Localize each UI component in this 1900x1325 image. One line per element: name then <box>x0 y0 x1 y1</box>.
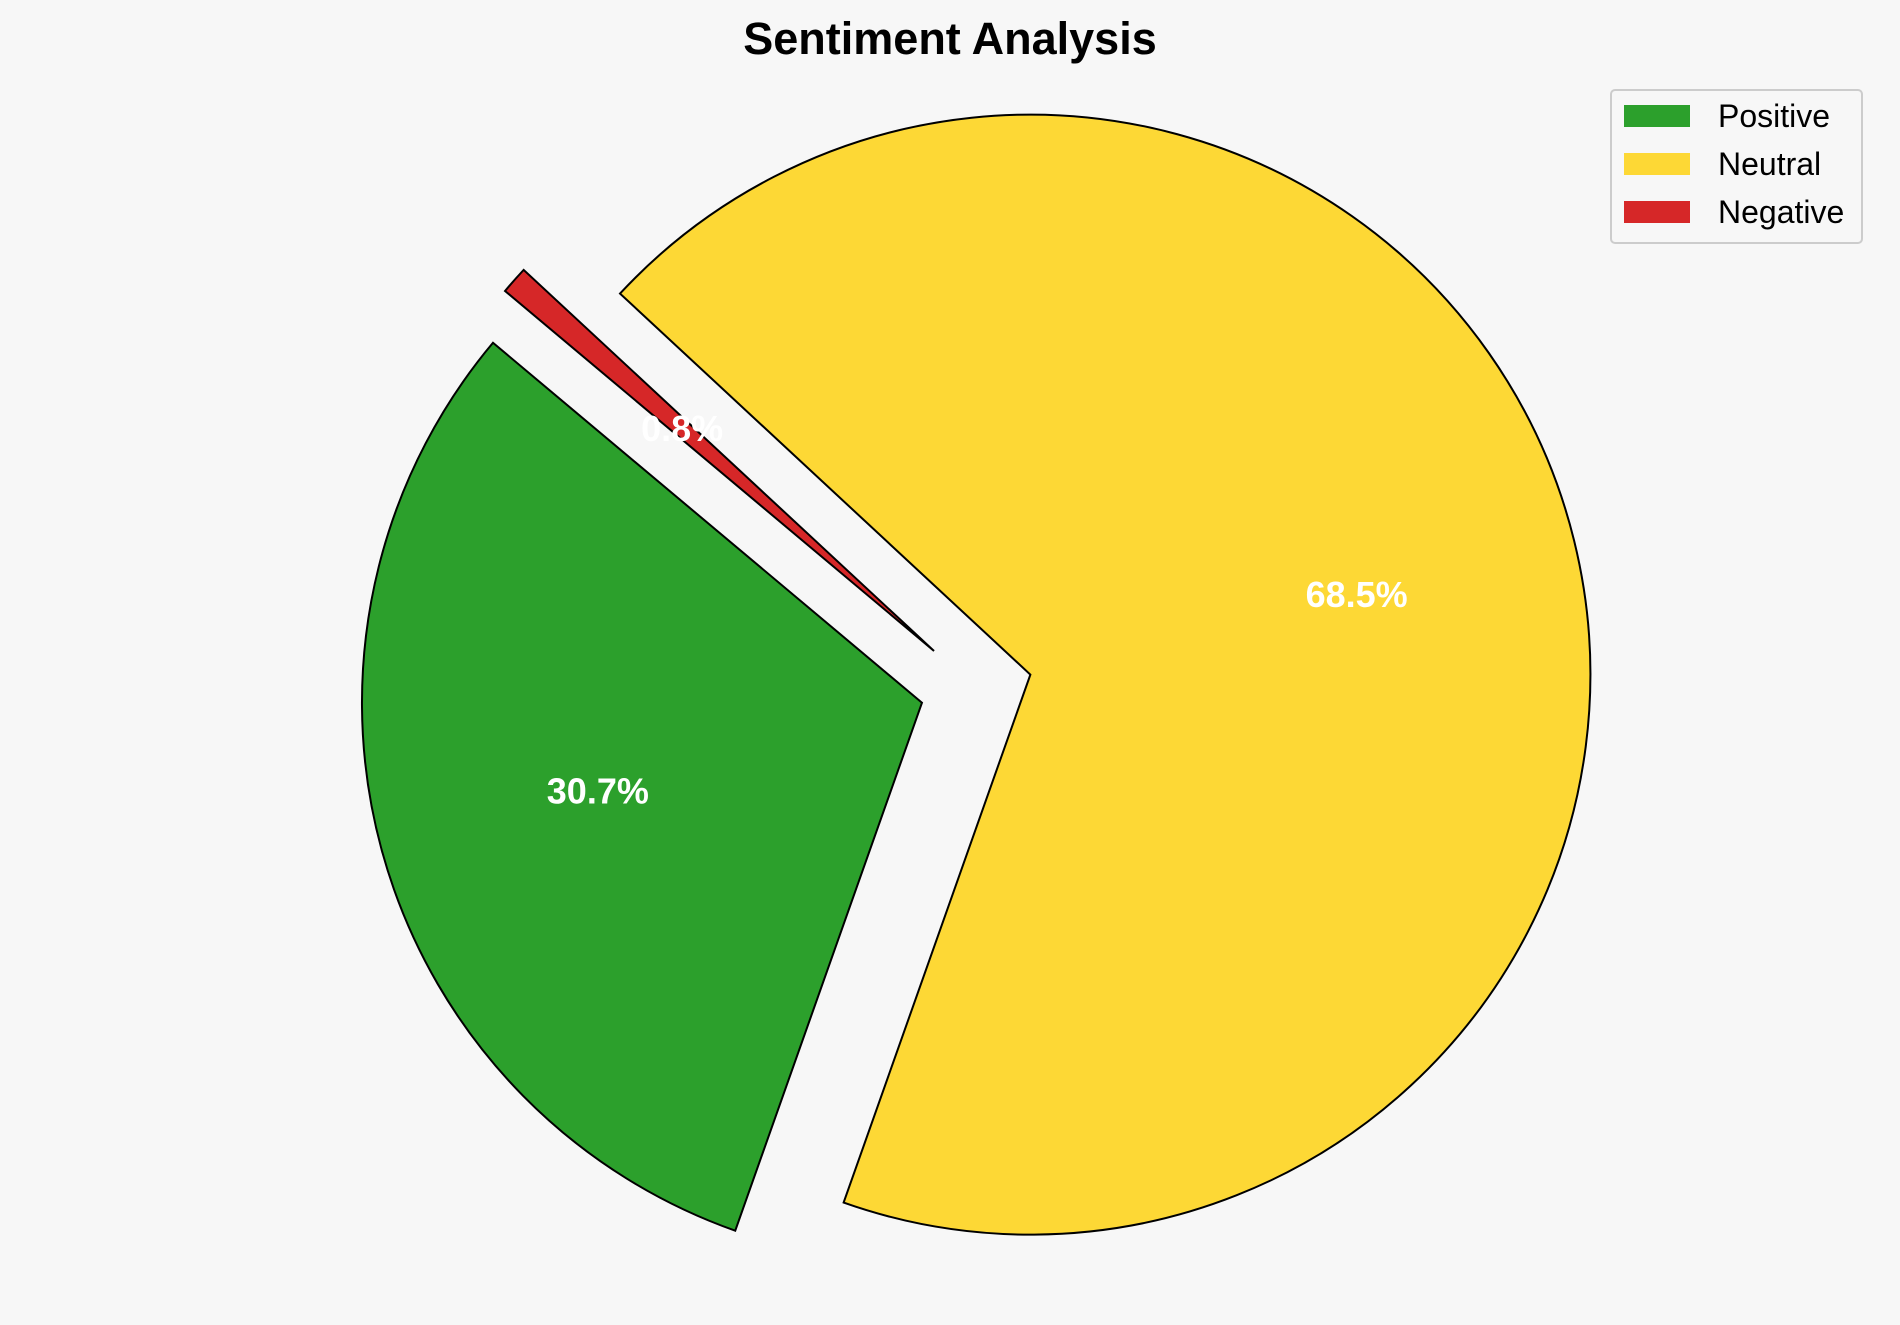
pie-slice-positive <box>360 341 924 1232</box>
slice-label-positive: 30.7% <box>547 771 649 812</box>
legend-label-negative: Negative <box>1718 194 1844 230</box>
legend: Positive Neutral Negative <box>1610 89 1863 244</box>
slice-label-negative: 0.8% <box>641 408 723 449</box>
pie-slices <box>360 113 1592 1236</box>
legend-swatch-positive <box>1624 105 1690 127</box>
pie-labels: 30.7% 68.5% 0.8% <box>547 408 1408 812</box>
legend-swatch-negative <box>1624 201 1690 223</box>
pie-slice-negative <box>503 268 935 652</box>
slice-label-neutral: 68.5% <box>1306 574 1408 615</box>
legend-label-neutral: Neutral <box>1718 146 1821 182</box>
legend-swatch-neutral <box>1624 153 1690 175</box>
legend-label-positive: Positive <box>1718 98 1830 134</box>
pie-slice-neutral <box>618 113 1592 1236</box>
chart-title: Sentiment Analysis <box>743 13 1156 64</box>
